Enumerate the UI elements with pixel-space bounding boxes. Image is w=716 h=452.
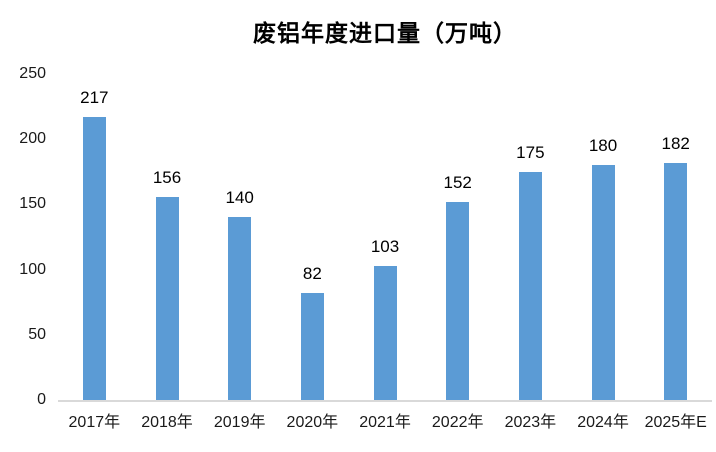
y-tick-label: 150 (19, 195, 46, 213)
bar-value-label: 175 (516, 143, 545, 162)
bar-value-label: 152 (443, 173, 472, 192)
x-tick-label: 2024年 (577, 414, 629, 431)
x-tick-label: 2018年 (141, 414, 193, 431)
y-tick-label: 100 (19, 260, 46, 278)
x-tick-label: 2019年 (213, 414, 266, 431)
bar (155, 197, 179, 400)
bar-column: 217 (58, 74, 131, 400)
bar (228, 217, 252, 400)
bar-column: 182 (639, 74, 712, 400)
bar-column: 140 (203, 74, 276, 400)
bar-column: 180 (567, 74, 640, 400)
bar (591, 165, 615, 400)
bar-value-label: 156 (152, 168, 182, 187)
bar (518, 172, 542, 400)
bar (373, 266, 397, 400)
x-axis: 2017年 2018年 2019年 2020年 2021年 2022年 2023年 2024年… (58, 408, 712, 432)
bar (82, 117, 106, 400)
y-tick-label: 250 (19, 65, 46, 82)
y-tick-label: 50 (28, 325, 46, 343)
bar-value-label: 140 (225, 188, 254, 207)
chart-title: 废铝年度进口量（万吨） (253, 20, 517, 46)
bar-value-label: 217 (80, 88, 109, 107)
bar-column: 175 (494, 74, 567, 400)
bar-value-label: 103 (370, 237, 400, 256)
bar-value-label: 180 (588, 136, 618, 155)
x-tick-label: 2021年 (359, 414, 411, 431)
y-tick-label: 0 (37, 391, 46, 408)
bar (446, 202, 470, 400)
y-tick-label: 200 (19, 130, 46, 148)
bar-value-label: 82 (302, 264, 322, 283)
x-tick-label: 2017年 (68, 414, 121, 431)
y-axis: 0 50 100 150 200 250 (0, 65, 46, 408)
bar-column: 82 (276, 74, 349, 400)
bar-column: 152 (421, 74, 494, 400)
bar (664, 163, 688, 400)
x-tick-label: 2023年 (504, 414, 557, 431)
bars-row: 217 156 140 82 103 152 175 180 182 (58, 74, 712, 400)
bar-column: 156 (131, 74, 204, 400)
plot-area: 217 156 140 82 103 152 175 180 182 (58, 74, 712, 402)
x-tick-label: 2025年E (644, 414, 707, 431)
bar (300, 293, 324, 400)
x-tick-label: 2020年 (286, 414, 339, 431)
bar-value-label: 182 (661, 134, 690, 153)
bar-column: 103 (349, 74, 422, 400)
x-tick-label: 2022年 (431, 414, 484, 431)
